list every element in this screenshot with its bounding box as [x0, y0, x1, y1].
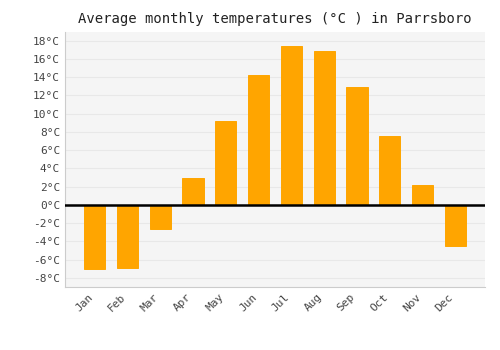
- Bar: [182, 177, 204, 205]
- Bar: [248, 75, 270, 205]
- Bar: [314, 51, 335, 205]
- Bar: [150, 205, 171, 229]
- Bar: [215, 121, 236, 205]
- Bar: [412, 185, 433, 205]
- Bar: [444, 205, 466, 246]
- Bar: [280, 46, 302, 205]
- Bar: [346, 87, 368, 205]
- Bar: [379, 135, 400, 205]
- Bar: [117, 205, 138, 268]
- Title: Average monthly temperatures (°C ) in Parrsboro: Average monthly temperatures (°C ) in Pa…: [78, 12, 472, 26]
- Bar: [84, 205, 106, 269]
